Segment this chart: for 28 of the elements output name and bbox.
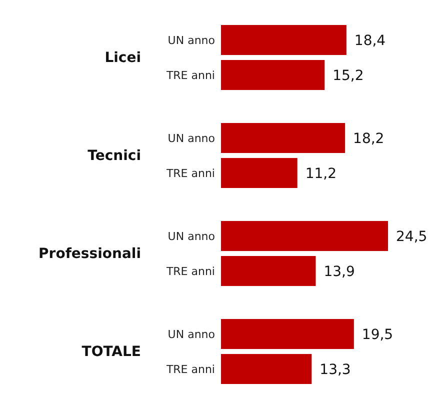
data-label: 13,9	[324, 264, 355, 280]
bar	[221, 256, 316, 286]
y-tick-label: Tecnici	[88, 148, 141, 164]
data-label: 11,2	[305, 166, 337, 182]
text: UN anno	[168, 132, 215, 145]
bar	[221, 319, 354, 349]
data-label: 18,2	[353, 131, 384, 147]
y-tick-label: Professionali	[38, 246, 141, 262]
text: TRE anni	[166, 167, 215, 180]
bar	[221, 25, 346, 55]
text: TRE anni	[166, 265, 215, 278]
bar	[221, 354, 312, 384]
y-tick-label: TOTALE	[82, 344, 141, 360]
data-label: 24,5	[396, 229, 428, 245]
y-tick-label: Licei	[104, 50, 141, 66]
bar	[221, 60, 325, 90]
bar	[221, 123, 346, 153]
bar	[221, 221, 388, 251]
text: TRE anni	[166, 363, 215, 376]
text: UN anno	[168, 230, 215, 243]
text: UN anno	[168, 328, 215, 341]
series-label: UN anno	[168, 34, 216, 47]
data-label: 19,5	[362, 327, 394, 343]
bar	[221, 158, 298, 188]
series-label: TRE anni	[165, 69, 215, 82]
data-label: 15,2	[332, 68, 364, 84]
data-label: 13,3	[320, 362, 351, 378]
data-label: 18,4	[354, 33, 386, 49]
